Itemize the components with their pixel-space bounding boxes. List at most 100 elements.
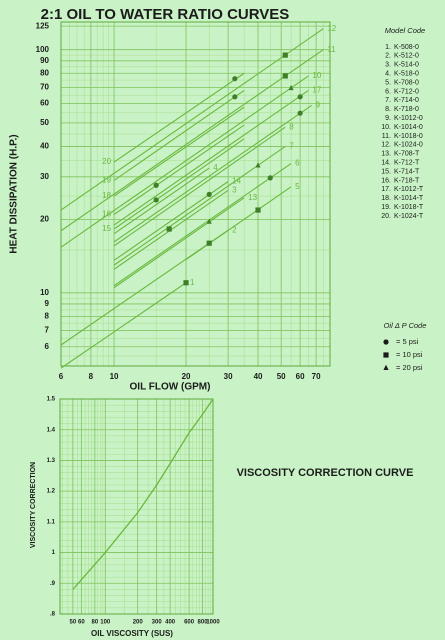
y-tick-label: 80 — [40, 68, 49, 77]
chart-title: 2:1 OIL TO WATER RATIO CURVES — [41, 6, 290, 23]
legend-label: K-508-0 — [394, 44, 419, 51]
line-label: 20 — [102, 157, 111, 166]
curve-line — [113, 163, 292, 287]
curve-line — [185, 186, 292, 261]
y-tick-label: 1.5 — [47, 397, 56, 403]
y-tick-label: .8 — [50, 612, 56, 618]
legend-label: = 10 psi — [396, 350, 423, 359]
curve-line — [113, 197, 245, 289]
marker — [297, 110, 303, 116]
line-label: 8 — [289, 122, 294, 131]
y-tick-label: 1.1 — [47, 519, 56, 525]
legend-label: K-714-0 — [394, 97, 419, 104]
legend-label: K-1012-0 — [394, 115, 423, 122]
curve-line — [113, 138, 245, 230]
y-tick-label: 10 — [40, 288, 49, 297]
chart-title: VISCOSITY CORRECTION CURVE — [237, 467, 414, 479]
line-label: 10 — [312, 71, 321, 80]
y-tick-label: 1.3 — [47, 458, 56, 464]
y-tick-label: 9 — [45, 299, 50, 308]
legend-number: 8. — [385, 106, 391, 113]
legend-number: 18. — [381, 195, 391, 202]
y-tick-label: .9 — [50, 581, 56, 587]
legend-marker — [383, 364, 389, 370]
x-tick-label: 300 — [152, 620, 163, 626]
x-tick-label: 400 — [165, 620, 176, 626]
marker — [206, 218, 212, 224]
legend-label: K-1014-0 — [394, 124, 423, 131]
curve-line — [113, 106, 245, 197]
legend-label: K-714-T — [394, 168, 420, 175]
legend-label: K-718-0 — [394, 106, 419, 113]
curve-line — [113, 126, 286, 247]
x-tick-label: 600 — [184, 620, 195, 626]
curve-line — [113, 89, 245, 181]
y-tick-label: 6 — [45, 342, 50, 351]
marker — [153, 182, 159, 188]
legend-label: K-708-T — [394, 151, 420, 158]
marker — [282, 73, 288, 79]
x-tick-label: 60 — [296, 372, 305, 381]
curve-line — [113, 72, 245, 163]
line-label: 18 — [102, 191, 111, 200]
legend-label: K-718-T — [394, 177, 420, 184]
legend-number: 9. — [385, 115, 391, 122]
marker — [288, 84, 294, 91]
marker — [267, 175, 273, 181]
marker — [153, 197, 159, 203]
x-tick-label: 70 — [312, 372, 321, 381]
curve-line — [60, 28, 324, 211]
curve-line — [113, 89, 309, 226]
y-axis-label: HEAT DISSIPATION (H.P.) — [9, 134, 20, 253]
legend-title: Oil Δ P Code — [384, 321, 427, 330]
legend-number: 19. — [381, 204, 391, 211]
x-axis-label: OIL VISCOSITY (SUS) — [91, 629, 173, 638]
x-tick-label: 60 — [78, 620, 85, 626]
line-label: 3 — [232, 185, 237, 194]
legend-number: 13. — [381, 151, 391, 158]
plot-frame — [60, 21, 331, 367]
x-tick-label: 1000 — [206, 620, 220, 626]
legend-number: 12. — [381, 142, 391, 149]
curve-line — [72, 398, 214, 590]
y-tick-label: 1.2 — [47, 489, 56, 495]
legend-number: 15. — [381, 168, 391, 175]
x-tick-label: 6 — [59, 372, 64, 381]
legend-number: 10. — [381, 124, 391, 131]
line-label: 5 — [295, 182, 300, 191]
legend-number: 11. — [382, 133, 391, 140]
line-label: 9 — [316, 101, 321, 110]
legend-label: K-1012-T — [394, 186, 424, 193]
marker — [297, 94, 303, 100]
line-label: 4 — [213, 163, 218, 172]
x-tick-label: 10 — [110, 372, 119, 381]
marker — [255, 207, 261, 213]
y-tick-label: 125 — [36, 21, 50, 30]
marker — [255, 162, 261, 168]
y-tick-label: 40 — [40, 142, 49, 151]
marker — [166, 226, 172, 232]
y-tick-label: 30 — [40, 172, 49, 181]
legend-label: K-708-0 — [394, 79, 419, 86]
legend-label: K-1024-0 — [394, 142, 423, 149]
legend-label: K-1018-0 — [394, 133, 423, 140]
legend-label: = 20 psi — [396, 363, 423, 372]
y-tick-label: 1.4 — [47, 427, 56, 433]
legend-label: = 5 psi — [396, 337, 419, 346]
marker — [282, 52, 288, 58]
plot-frame — [59, 398, 214, 615]
y-tick-label: 20 — [40, 215, 49, 224]
x-tick-label: 30 — [224, 372, 233, 381]
legend-number: 7. — [385, 97, 391, 104]
line-label: 17 — [312, 86, 321, 95]
curve-line — [113, 167, 210, 235]
line-label: 12 — [327, 24, 336, 33]
x-tick-label: 40 — [254, 372, 263, 381]
line-label: 13 — [248, 193, 257, 202]
legend-number: 2. — [385, 53, 391, 60]
y-axis-label: VISCOSITY CORRECTION — [30, 462, 37, 548]
legend-label: K-514-0 — [394, 62, 419, 69]
x-axis-label: OIL FLOW (GPM) — [130, 382, 211, 393]
line-label: 15 — [102, 224, 111, 233]
